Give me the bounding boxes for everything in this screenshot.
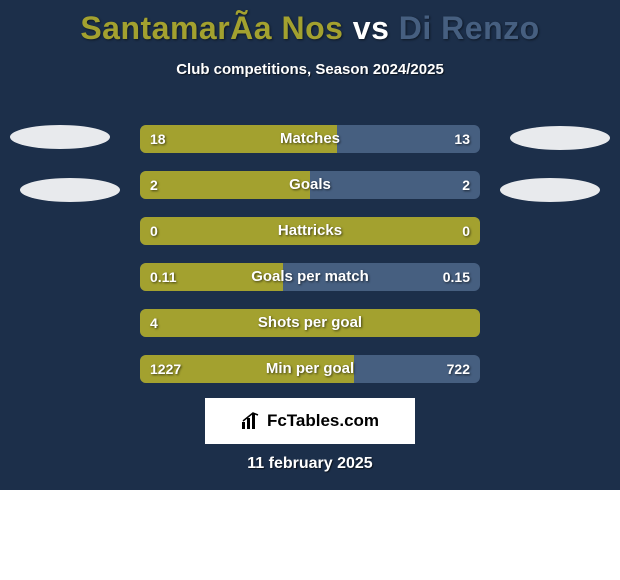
stat-bar: [140, 263, 480, 291]
vs-separator: vs: [353, 10, 390, 46]
stat-bar-left-fill: [140, 309, 480, 337]
card-title: SantamarÃ­a Nos vs Di Renzo: [0, 0, 620, 47]
stat-row: Min per goal1227722: [0, 355, 620, 401]
player2-name: Di Renzo: [399, 10, 540, 46]
bar-chart-icon: [241, 412, 261, 430]
stat-bar-left-fill: [140, 171, 310, 199]
stat-bar-left-fill: [140, 355, 354, 383]
stat-bar: [140, 355, 480, 383]
stat-bar: [140, 309, 480, 337]
stat-row: Matches1813: [0, 125, 620, 171]
card-date: 11 february 2025: [0, 455, 620, 473]
card-inner: SantamarÃ­a Nos vs Di Renzo Club competi…: [0, 0, 620, 490]
card-subtitle: Club competitions, Season 2024/2025: [0, 61, 620, 78]
comparison-card: SantamarÃ­a Nos vs Di Renzo Club competi…: [0, 0, 620, 580]
stat-bar-left-fill: [140, 125, 337, 153]
stat-row: Shots per goal4: [0, 309, 620, 355]
brand-text: FcTables.com: [267, 411, 379, 431]
stat-rows: Matches1813Goals22Hattricks00Goals per m…: [0, 125, 620, 401]
stat-bar-left-fill: [140, 217, 480, 245]
stat-bar: [140, 171, 480, 199]
player1-name: SantamarÃ­a Nos: [80, 10, 343, 46]
stat-bar: [140, 125, 480, 153]
brand-badge: FcTables.com: [205, 398, 415, 444]
stat-row: Goals22: [0, 171, 620, 217]
stat-row: Hattricks00: [0, 217, 620, 263]
stat-bar: [140, 217, 480, 245]
stat-bar-left-fill: [140, 263, 283, 291]
stat-row: Goals per match0.110.15: [0, 263, 620, 309]
